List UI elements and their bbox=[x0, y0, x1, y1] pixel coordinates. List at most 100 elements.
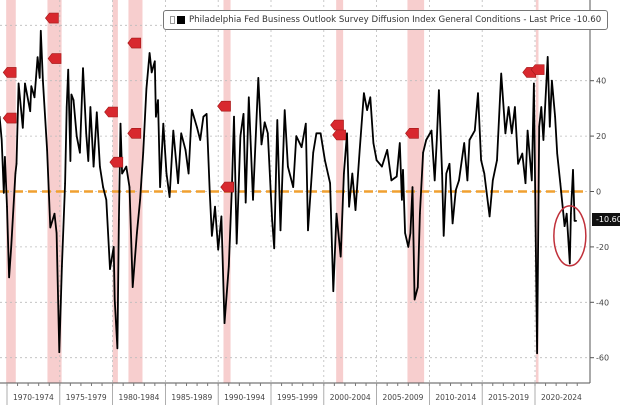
data-point bbox=[488, 215, 491, 218]
event-flag-icon bbox=[405, 128, 419, 139]
data-point bbox=[287, 165, 289, 168]
legend: Philadelphia Fed Business Outlook Survey… bbox=[163, 10, 609, 30]
data-point bbox=[70, 93, 73, 96]
data-point bbox=[366, 109, 368, 111]
event-flag-icon bbox=[332, 129, 346, 141]
data-point bbox=[307, 229, 309, 232]
data-point bbox=[548, 125, 551, 128]
data-point bbox=[99, 165, 101, 168]
data-point bbox=[139, 199, 141, 201]
data-point bbox=[500, 72, 503, 75]
data-point bbox=[113, 298, 116, 301]
data-point bbox=[425, 139, 428, 141]
data-point bbox=[82, 67, 84, 70]
y-tick-label: 20 bbox=[596, 132, 606, 141]
data-point bbox=[92, 165, 95, 168]
data-point bbox=[67, 68, 70, 71]
data-point bbox=[162, 122, 165, 125]
data-point bbox=[112, 246, 115, 248]
data-point bbox=[319, 132, 322, 135]
data-point bbox=[187, 172, 190, 175]
data-point bbox=[572, 169, 574, 171]
data-point bbox=[419, 212, 421, 215]
data-point bbox=[180, 132, 183, 135]
data-point bbox=[401, 199, 403, 201]
data-point bbox=[438, 89, 440, 91]
data-point bbox=[145, 88, 148, 90]
data-point bbox=[335, 212, 338, 215]
data-point bbox=[375, 159, 378, 161]
data-point bbox=[504, 132, 507, 135]
data-point bbox=[526, 129, 529, 132]
data-point bbox=[433, 179, 436, 182]
y-tick-label: 0 bbox=[596, 188, 601, 197]
data-point bbox=[95, 111, 98, 114]
x-tick-label: 2015-2019 bbox=[488, 393, 529, 402]
data-point bbox=[260, 143, 263, 146]
data-point bbox=[339, 255, 342, 258]
data-point bbox=[214, 205, 216, 208]
data-point bbox=[455, 189, 457, 191]
event-flag-icon bbox=[530, 64, 545, 75]
data-point bbox=[220, 215, 223, 218]
data-point bbox=[154, 60, 156, 63]
event-flag-icon bbox=[220, 181, 235, 193]
data-point bbox=[346, 132, 348, 135]
data-point bbox=[6, 205, 8, 208]
data-point bbox=[332, 290, 335, 293]
data-point bbox=[348, 205, 350, 208]
data-point bbox=[483, 172, 486, 175]
data-point bbox=[451, 222, 454, 225]
data-point bbox=[514, 106, 516, 108]
data-point bbox=[22, 126, 24, 129]
legend-swatch bbox=[177, 16, 185, 24]
data-point bbox=[295, 135, 298, 137]
data-point bbox=[223, 322, 226, 324]
data-point bbox=[105, 199, 108, 201]
data-point bbox=[244, 201, 247, 204]
data-point bbox=[157, 99, 159, 101]
data-point bbox=[315, 132, 318, 135]
data-point bbox=[142, 151, 145, 154]
event-flag-icon bbox=[47, 53, 62, 64]
x-tick-label: 2005-2009 bbox=[383, 393, 424, 402]
y-tick-label: -60 bbox=[596, 354, 609, 363]
data-point bbox=[491, 179, 494, 182]
data-point bbox=[235, 242, 238, 245]
data-point bbox=[17, 82, 20, 85]
data-point bbox=[89, 106, 92, 108]
data-point bbox=[29, 110, 32, 112]
data-point bbox=[168, 196, 171, 198]
legend-handle-icon bbox=[170, 16, 175, 24]
data-point bbox=[217, 248, 219, 251]
data-point bbox=[30, 85, 33, 88]
data-point bbox=[351, 172, 354, 175]
data-point bbox=[72, 99, 75, 101]
data-point bbox=[569, 262, 571, 265]
data-point bbox=[128, 186, 131, 188]
data-point bbox=[559, 182, 562, 184]
data-point bbox=[53, 212, 56, 215]
data-point bbox=[435, 139, 438, 141]
y-tick-label: 40 bbox=[596, 77, 606, 86]
data-point bbox=[208, 192, 211, 195]
data-point bbox=[533, 82, 535, 85]
data-point bbox=[239, 135, 242, 137]
data-point bbox=[273, 247, 275, 250]
data-point bbox=[0, 139, 3, 141]
data-point bbox=[480, 159, 482, 161]
event-flag-icon bbox=[2, 67, 17, 78]
data-point bbox=[199, 139, 202, 141]
data-point bbox=[305, 122, 307, 125]
data-point bbox=[422, 151, 424, 154]
data-point bbox=[39, 30, 42, 32]
data-point bbox=[8, 276, 10, 279]
data-point bbox=[38, 77, 41, 79]
data-point bbox=[329, 182, 331, 184]
data-point bbox=[155, 115, 157, 118]
data-point bbox=[521, 152, 524, 155]
data-point bbox=[416, 286, 419, 288]
event-flag-icon bbox=[217, 100, 231, 112]
x-tick-label: 1975-1979 bbox=[66, 393, 107, 402]
data-point bbox=[496, 159, 498, 161]
